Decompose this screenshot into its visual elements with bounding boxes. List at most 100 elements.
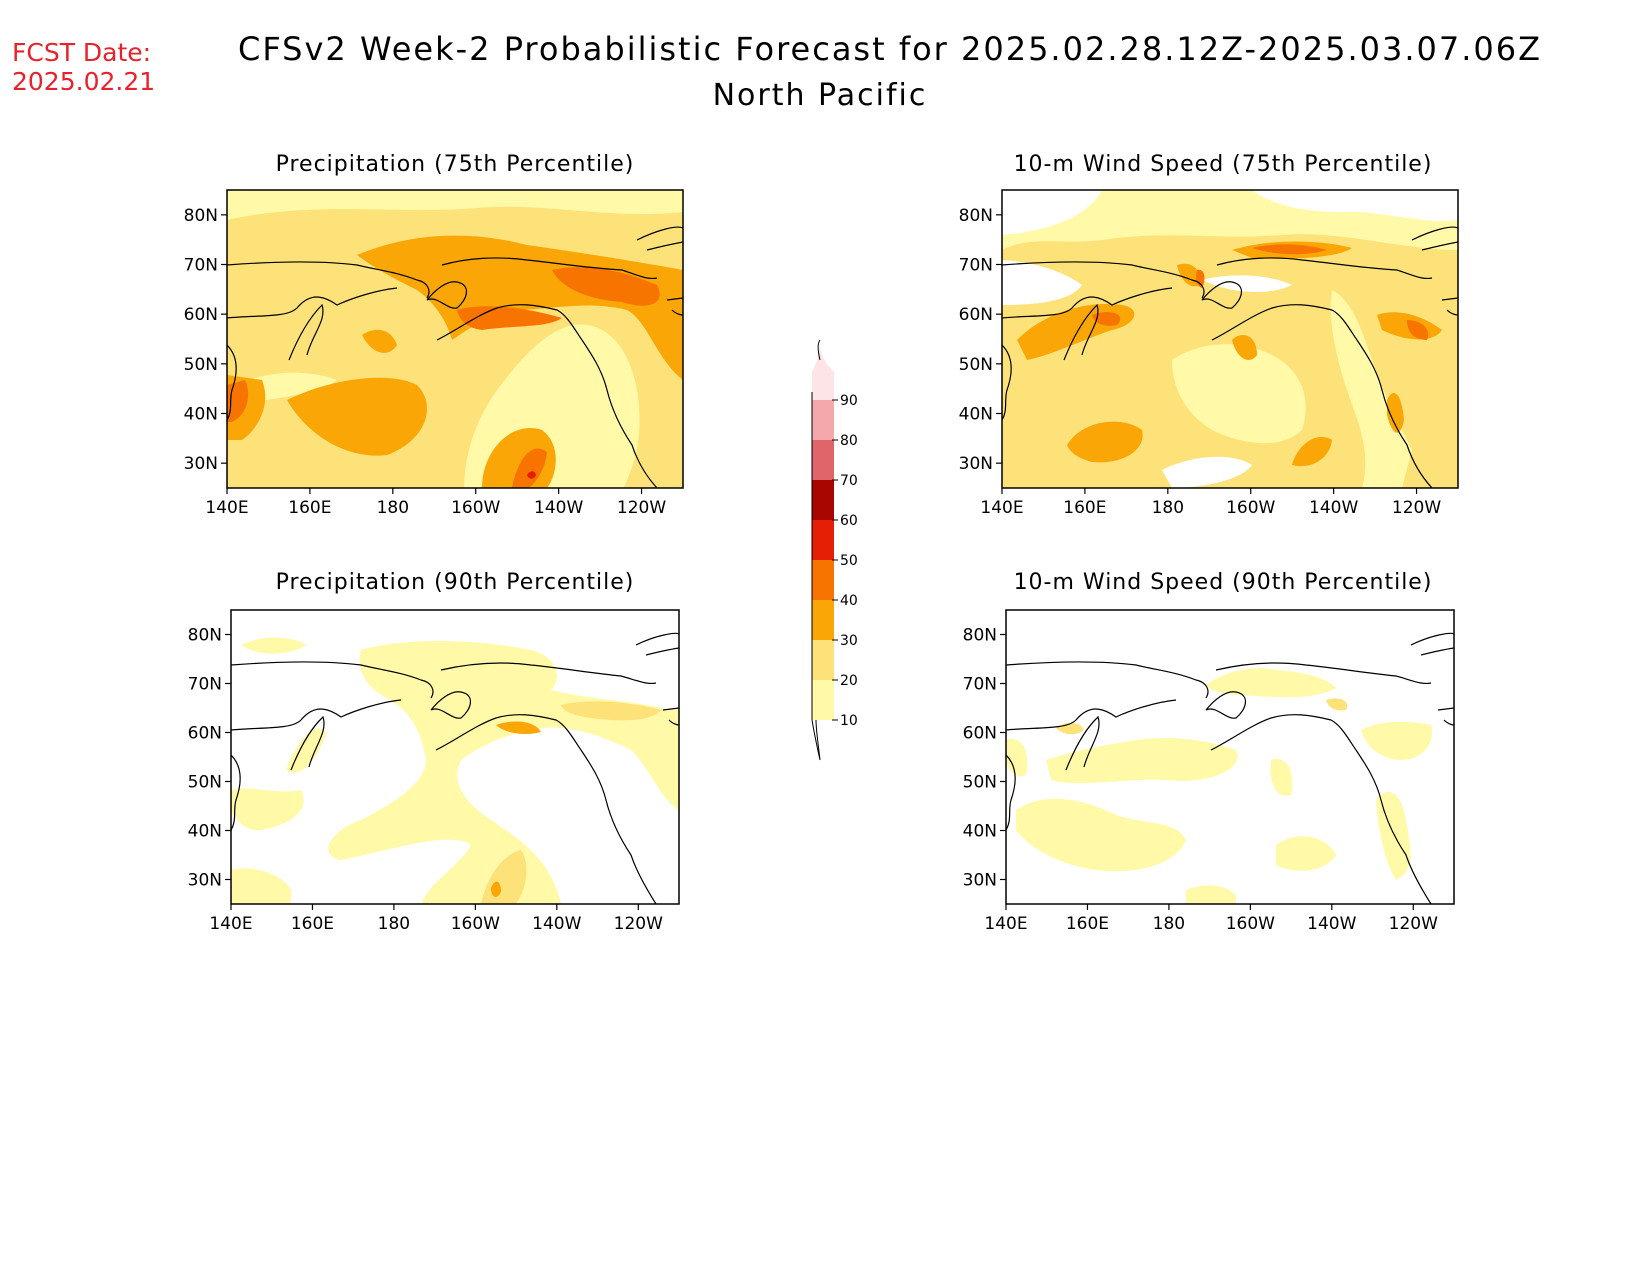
colorbar-segment xyxy=(812,640,834,680)
map-frame xyxy=(230,609,680,905)
shade-40-50 xyxy=(512,448,547,488)
lat-tick-label: 70N xyxy=(959,256,993,276)
shade-10-20 xyxy=(1206,668,1336,698)
lat-tick-label: 50N xyxy=(184,355,218,375)
coastlines xyxy=(231,632,679,904)
lon-tick-label: 140W xyxy=(1309,498,1358,518)
panel-title-wind90: 10-m Wind Speed (90th Percentile) xyxy=(1013,570,1433,595)
lon-tick-label: 140E xyxy=(209,914,252,934)
lon-tick-label: 140E xyxy=(980,498,1023,518)
colorbar-segment xyxy=(812,440,834,480)
lon-tick-label: 140E xyxy=(205,498,248,518)
colorbar-label: 30 xyxy=(840,633,858,649)
map-frame xyxy=(1001,189,1459,489)
lon-tick-label: 160E xyxy=(1063,498,1106,518)
colorbar-cap-top xyxy=(817,339,821,361)
map-frame xyxy=(1005,609,1455,905)
shade-10-20 xyxy=(1186,885,1236,904)
shade-30-40 xyxy=(496,721,541,734)
shade-below-10 xyxy=(1162,456,1252,488)
lon-tick-label: 140W xyxy=(1307,914,1356,934)
shade-below-10 xyxy=(1002,260,1082,305)
panel-title-wind75: 10-m Wind Speed (75th Percentile) xyxy=(1013,152,1433,177)
shade-50-60 xyxy=(527,471,536,479)
fcst-label: FCST Date: xyxy=(12,38,152,67)
lon-tick-label: 120W xyxy=(1389,914,1438,934)
axes-layer: 80N 70N 60N 50N 40N 30N 140E 160E 180 160W 140W 120… xyxy=(184,206,1442,934)
lon-tick-label: 140W xyxy=(532,914,581,934)
shade-40-50 xyxy=(552,267,660,306)
shade-30-40 xyxy=(491,881,501,897)
lon-tick-label: 140W xyxy=(534,498,583,518)
shade-40-50 xyxy=(1252,244,1327,255)
coastlines xyxy=(1006,632,1454,904)
figure-region: North Pacific xyxy=(712,78,928,113)
shade-10-20 xyxy=(1276,836,1336,871)
colorbar-label: 50 xyxy=(840,553,858,569)
lon-tick-label: 120W xyxy=(614,914,663,934)
panel-title-precip75: Precipitation (75th Percentile) xyxy=(275,152,635,177)
colorbar-segment xyxy=(812,480,834,520)
colorbar-label: 80 xyxy=(840,433,858,449)
lon-tick-label: 160W xyxy=(451,498,500,518)
lon-tick-label: 160E xyxy=(288,498,331,518)
shade-40-50 xyxy=(457,306,562,330)
shade-30-40 xyxy=(287,377,427,456)
lat-tick-label: 80N xyxy=(184,206,218,226)
lat-tick-label: 50N xyxy=(188,773,222,793)
lat-tick-label: 60N xyxy=(959,305,993,325)
shade-40-50 xyxy=(1196,269,1205,288)
colorbar-label: 70 xyxy=(840,473,858,489)
colorbar-label: 10 xyxy=(840,713,858,729)
shade-10-20 xyxy=(1270,759,1293,796)
shade-below-10 xyxy=(1002,190,1102,235)
colorbar-segment xyxy=(812,340,834,400)
lat-tick-label: 60N xyxy=(188,724,222,744)
lat-tick-label: 30N xyxy=(959,454,993,474)
colorbar-label: 40 xyxy=(840,593,858,609)
shade-10-20 xyxy=(1172,344,1306,444)
fcst-date: 2025.02.21 xyxy=(12,67,156,96)
lat-tick-label: 70N xyxy=(188,675,222,695)
lat-tick-label: 40N xyxy=(959,405,993,425)
lon-tick-label: 160E xyxy=(1066,914,1109,934)
colorbar-label: 20 xyxy=(840,673,858,689)
map-panel-precip90 xyxy=(230,609,680,905)
lon-tick-label: 120W xyxy=(617,498,666,518)
lat-tick-label: 80N xyxy=(959,206,993,226)
lat-tick-label: 40N xyxy=(963,822,997,842)
shade-20-30 xyxy=(561,701,661,721)
lon-tick-label: 120W xyxy=(1392,498,1441,518)
shade-10-20 xyxy=(1330,290,1412,488)
colorbar-label: 60 xyxy=(840,513,858,529)
map-panel-wind90 xyxy=(1005,609,1455,905)
colorbar-segment xyxy=(812,400,834,440)
lat-tick-label: 40N xyxy=(188,822,222,842)
shade-40-50 xyxy=(1407,320,1429,340)
lon-tick-label: 140E xyxy=(984,914,1027,934)
lat-tick-label: 80N xyxy=(963,626,997,646)
lat-tick-label: 30N xyxy=(184,454,218,474)
fcst-date-label: FCST Date: 2025.02.21 xyxy=(12,38,155,96)
lat-tick-label: 70N xyxy=(184,256,218,276)
lat-tick-label: 50N xyxy=(959,355,993,375)
lat-tick-label: 60N xyxy=(184,305,218,325)
colorbar: 10 20 30 40 50 60 70 80 90 xyxy=(811,339,858,761)
panel-title-precip90: Precipitation (90th Percentile) xyxy=(275,570,635,595)
shade-below-10 xyxy=(1202,275,1292,292)
map-frame xyxy=(226,189,684,489)
shade-10-20 xyxy=(1006,739,1028,777)
colorbar-segment xyxy=(812,600,834,640)
map-panel-precip75 xyxy=(226,189,684,489)
shade-40-50 xyxy=(1092,312,1121,326)
shade-10-20 xyxy=(1361,721,1432,760)
lon-tick-label: 160E xyxy=(291,914,334,934)
colorbar-segment xyxy=(812,560,834,600)
lon-tick-label: 180 xyxy=(377,498,409,518)
lon-tick-label: 160W xyxy=(1226,914,1275,934)
lon-tick-label: 160W xyxy=(451,914,500,934)
map-panel-wind75 xyxy=(1001,189,1459,489)
shade-10-20 xyxy=(286,728,326,773)
colorbar-cap-bottom xyxy=(811,719,821,761)
